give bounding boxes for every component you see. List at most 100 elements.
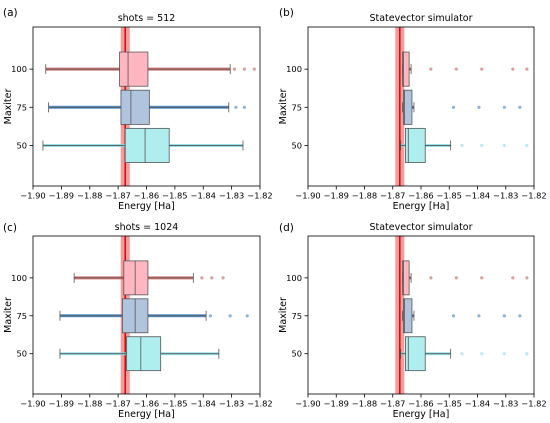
- outlier-point: [502, 143, 506, 148]
- outlier-point: [451, 314, 456, 318]
- panel-label: (c): [3, 222, 17, 234]
- x-tick-label: −1.82: [247, 191, 272, 201]
- outlier-point: [480, 143, 484, 148]
- chart-panel: −1.90 −1.89 −1.88 −1.87 −1.86 −1.85 −1.84 −1.83…: [3, 7, 273, 212]
- outlier-point: [511, 67, 515, 71]
- series-group: [402, 260, 529, 296]
- x-tick-label: −1.85: [437, 191, 462, 201]
- series-group: [59, 298, 249, 334]
- outlier-point: [480, 276, 484, 280]
- x-tick-label: −1.88: [352, 191, 377, 201]
- series-group: [73, 260, 225, 296]
- x-tick-label: −1.82: [247, 399, 272, 409]
- y-tick-label: 100: [286, 273, 302, 283]
- outlier-point: [252, 67, 256, 71]
- series-group: [402, 298, 522, 334]
- x-tick-label: −1.85: [437, 399, 462, 409]
- x-tick-label: −1.84: [465, 399, 490, 409]
- x-tick-label: −1.89: [324, 399, 349, 409]
- x-axis-label: Energy [Ha]: [393, 409, 450, 420]
- outlier-point: [511, 276, 515, 280]
- outlier-point: [460, 352, 464, 356]
- series-group: [402, 51, 529, 87]
- box: [119, 51, 149, 87]
- outlier-point: [518, 105, 522, 109]
- outlier-point: [454, 67, 458, 71]
- panel-label: (a): [3, 7, 18, 19]
- y-tick-label: 75: [16, 311, 27, 321]
- x-tick-label: −1.82: [521, 399, 546, 409]
- outlier-point: [242, 105, 246, 109]
- x-tick-label: −1.89: [49, 399, 74, 409]
- y-axis-label: Maxiter: [3, 89, 14, 125]
- y-axis-label: Maxiter: [278, 297, 289, 333]
- x-tick-label: −1.82: [521, 191, 546, 201]
- outlier-point: [525, 276, 529, 280]
- chart-panel: −1.90 −1.89 −1.88 −1.87 −1.86 −1.85 −1.84 −1.83…: [278, 7, 547, 212]
- x-tick-label: −1.83: [219, 191, 244, 201]
- outlier-point: [518, 314, 522, 318]
- chart-panel: −1.90 −1.89 −1.88 −1.87 −1.86 −1.85 −1.84 −1.83…: [3, 222, 273, 420]
- y-tick-label: 50: [291, 349, 302, 359]
- chart-title: shots = 1024: [115, 222, 179, 233]
- outlier-point: [210, 276, 214, 280]
- outlier-point: [502, 352, 506, 356]
- y-tick-label: 100: [286, 64, 302, 74]
- outlier-point: [429, 67, 433, 71]
- series-group: [45, 51, 256, 87]
- x-tick-label: −1.85: [162, 399, 187, 409]
- box: [124, 127, 170, 163]
- x-axis-label: Energy [Ha]: [393, 201, 450, 212]
- chart-panel: −1.90 −1.89 −1.88 −1.87 −1.86 −1.85 −1.84 −1.83…: [278, 222, 547, 420]
- outlier-point: [525, 352, 529, 356]
- x-tick-label: −1.89: [324, 191, 349, 201]
- x-tick-label: −1.88: [77, 191, 102, 201]
- outlier-point: [477, 314, 481, 318]
- outlier-point: [502, 314, 506, 318]
- outlier-point: [429, 276, 433, 280]
- x-tick-label: −1.87: [105, 399, 130, 409]
- box: [403, 298, 413, 334]
- y-axis-label: Maxiter: [278, 89, 289, 125]
- x-tick-label: −1.83: [493, 399, 518, 409]
- y-tick-label: 50: [16, 349, 27, 359]
- outlier-point: [477, 105, 481, 109]
- box: [402, 51, 410, 87]
- panel-label: (d): [279, 222, 294, 234]
- x-tick-label: −1.84: [191, 399, 216, 409]
- x-tick-label: −1.88: [77, 399, 102, 409]
- chart-title: shots = 512: [118, 13, 176, 24]
- outlier-point: [245, 314, 249, 318]
- y-axis-label: Maxiter: [3, 297, 14, 333]
- x-axis-label: Energy [Ha]: [118, 409, 175, 420]
- outlier-point: [502, 105, 506, 109]
- outlier-point: [221, 276, 225, 280]
- box: [120, 89, 150, 125]
- outlier-point: [525, 67, 529, 71]
- y-tick-label: 100: [11, 273, 27, 283]
- outlier-point: [460, 143, 464, 148]
- x-tick-label: −1.86: [134, 399, 159, 409]
- outlier-point: [200, 276, 204, 280]
- x-tick-label: −1.86: [408, 399, 433, 409]
- outlier-point: [451, 105, 456, 109]
- outlier-point: [480, 67, 484, 71]
- outlier-point: [232, 67, 237, 71]
- x-tick-label: −1.90: [20, 399, 45, 409]
- series-group: [400, 127, 529, 163]
- x-tick-label: −1.84: [465, 191, 490, 201]
- outlier-point: [228, 314, 232, 318]
- y-tick-label: 50: [16, 140, 27, 150]
- outlier-point: [454, 276, 458, 280]
- box: [126, 336, 162, 372]
- outlier-point: [242, 67, 246, 71]
- series-group: [400, 336, 529, 372]
- box: [405, 336, 426, 372]
- x-tick-label: −1.89: [49, 191, 74, 201]
- box: [405, 127, 426, 163]
- x-tick-label: −1.87: [105, 191, 130, 201]
- chart-title: Statevector simulator: [369, 222, 472, 233]
- series-group: [48, 89, 246, 125]
- x-tick-label: −1.86: [408, 191, 433, 201]
- x-tick-label: −1.83: [219, 399, 244, 409]
